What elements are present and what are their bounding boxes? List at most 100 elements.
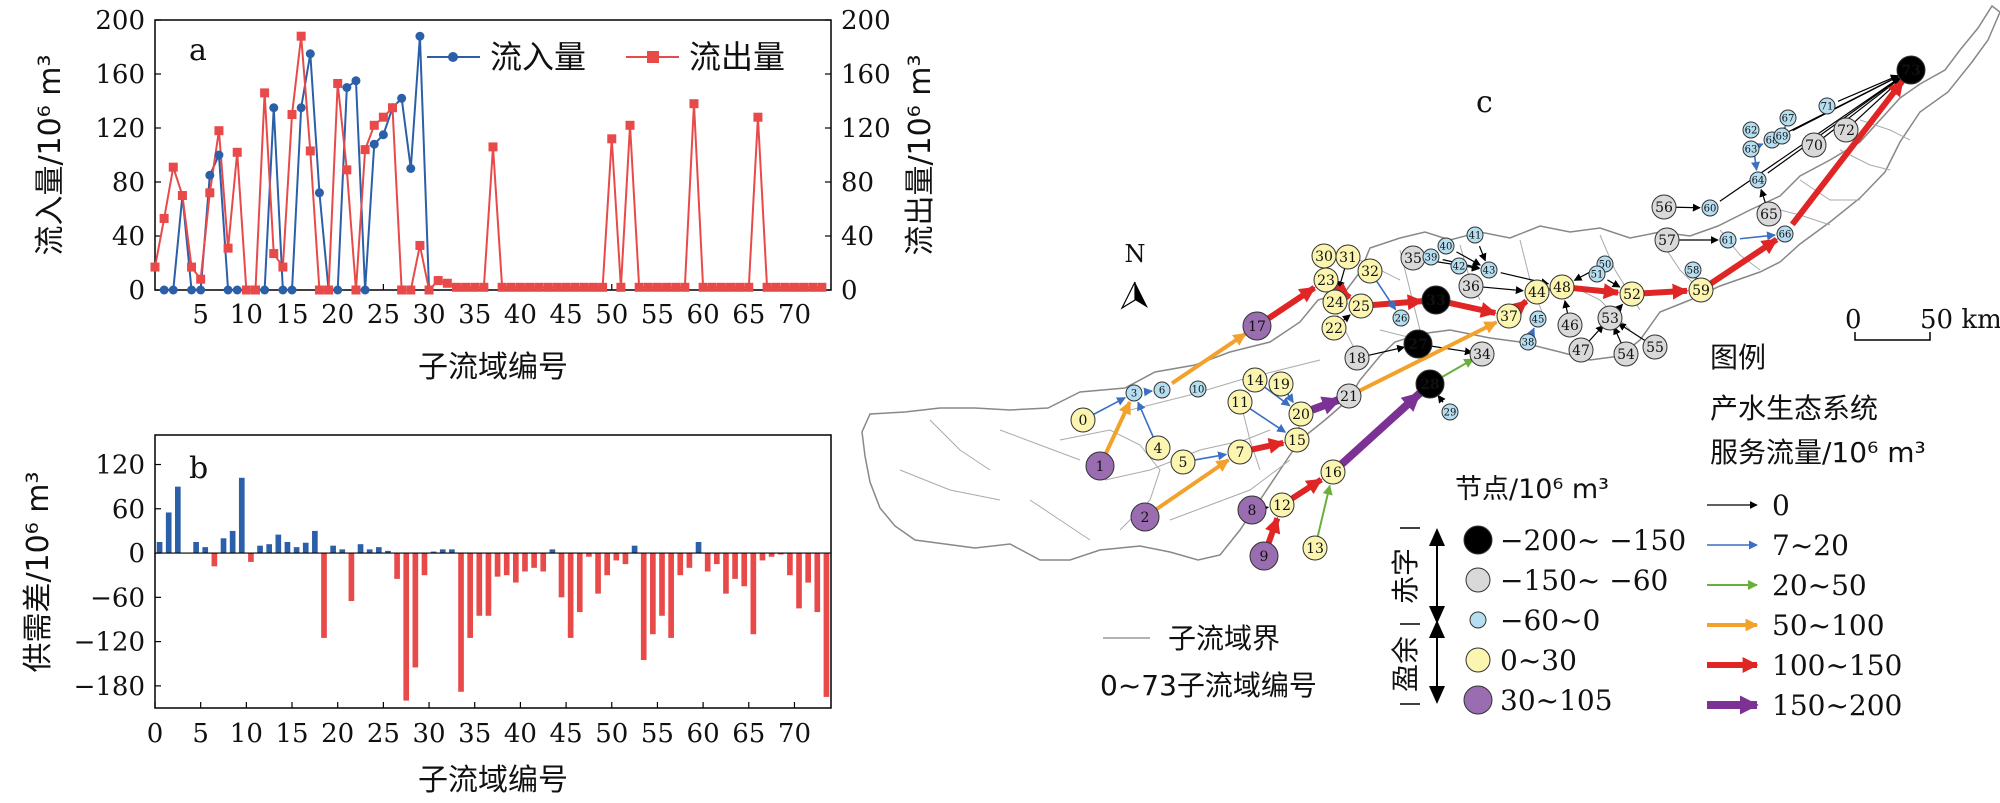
outflow-point [780,282,790,292]
node-circle [1654,227,1680,253]
x-tick-label: 15 [275,719,308,749]
difference-bar [394,553,400,579]
flow-arrow [1456,251,1481,266]
outflow-point [771,282,781,292]
node-circle [1268,371,1294,397]
difference-bar [595,553,601,594]
node-circle [1284,427,1310,453]
node-circle [1818,97,1836,115]
y-tick-label: 60 [112,495,145,525]
inflow-point [278,285,288,295]
x-tick-label: 5 [192,300,209,330]
difference-bar [503,553,510,576]
node-circle [1189,380,1207,398]
node-legend-label: −150~ −60 [1500,564,1668,597]
flow-arrow [1143,387,1153,397]
outflow-point [561,282,571,292]
flow-arrow [1675,203,1701,212]
difference-bar [229,530,236,554]
flow-arrow [1482,286,1524,295]
inflow-point [205,170,215,180]
flow-legend-label: 50~100 [1772,609,1885,642]
node-circle [1336,383,1362,409]
difference-bar [631,545,638,554]
node-id-label: 7 [1236,445,1245,461]
subbasin-node: 72 [1833,117,1859,143]
difference-bar [549,549,556,554]
x-tick-label: 55 [641,719,674,749]
outflow-point [415,240,425,250]
outflow-point [351,285,361,295]
difference-bar [257,545,263,554]
outflow-point [753,112,763,122]
inflow-point [214,150,224,160]
difference-bar [302,542,309,554]
subbasin-node: 6 [1153,381,1171,399]
flow-arrow [1358,320,1498,393]
flow-arrow [1170,332,1247,385]
node-circle [1153,381,1171,399]
flow-legend-label: 20~50 [1772,569,1867,602]
difference-bar [513,553,519,583]
difference-bar [723,553,729,594]
difference-bar [202,547,209,554]
difference-bar [622,553,629,565]
node-id-label: 30 [1315,249,1333,265]
node-circle [1613,341,1639,367]
difference-bar [613,553,620,561]
x-tick-label: 10 [230,300,263,330]
node-legend-label: 30~105 [1500,684,1613,717]
node-id-label: 35 [1404,251,1422,267]
node-circle [1320,459,1346,485]
y-tick-label-right: 80 [841,168,874,198]
node-circle [1833,117,1859,143]
y-tick-label-left: 40 [112,222,145,252]
node-circle [1773,127,1791,145]
y-tick-label-left: 80 [112,168,145,198]
inflow-point [287,285,297,295]
subbasin-node: 37 [1496,303,1522,329]
difference-bar [458,553,464,692]
difference-bar [659,553,665,616]
node-circle [1568,337,1594,363]
node-id-label: 31 [1339,250,1357,266]
x-tick-label: 35 [458,300,491,330]
node-circle [1450,257,1468,275]
difference-bar [759,553,766,561]
node-legend-symbol [1465,567,1491,593]
flow-arrow [1153,458,1230,512]
difference-bar [796,553,802,609]
subbasin-node: 30 [1311,243,1337,269]
node-circle [1688,277,1714,303]
inflow-point [378,130,388,140]
difference-bar [366,549,373,554]
outflow-point [808,282,818,292]
panel-label-c: c [1476,85,1493,120]
node-id-label: 13 [1306,541,1324,557]
subbasin-node: 69 [1773,127,1791,145]
subbasin-node: 42 [1450,257,1468,275]
node-circle [1422,248,1440,266]
outflow-point [388,103,398,113]
subbasin-node: 41 [1466,226,1484,244]
flow-arrow [1439,358,1475,379]
difference-bar [576,553,583,613]
flow-arrow [1510,298,1529,317]
inflow-outflow-chart: a 5 10 15 20 25 30 35 40 45 50 55 60 65 70 0 0 40 40 80 80 1… [33,6,938,385]
flow-arrow [1342,314,1351,323]
inflow-point [397,93,407,103]
node-circle [1801,132,1827,158]
node-id-label: 69 [1776,132,1789,143]
outflow-point [735,282,745,292]
outflow-point [716,282,726,292]
node-id-label: 16 [1324,465,1342,481]
difference-bar [339,549,346,554]
node-circle [1421,285,1451,315]
difference-bar [421,553,428,576]
node-circle [1524,279,1550,305]
inflow-point [342,83,352,92]
flow-arrow [1093,396,1126,416]
outflow-point [525,282,535,292]
node-circle [1344,345,1370,371]
node-id-label: 32 [1361,264,1379,280]
